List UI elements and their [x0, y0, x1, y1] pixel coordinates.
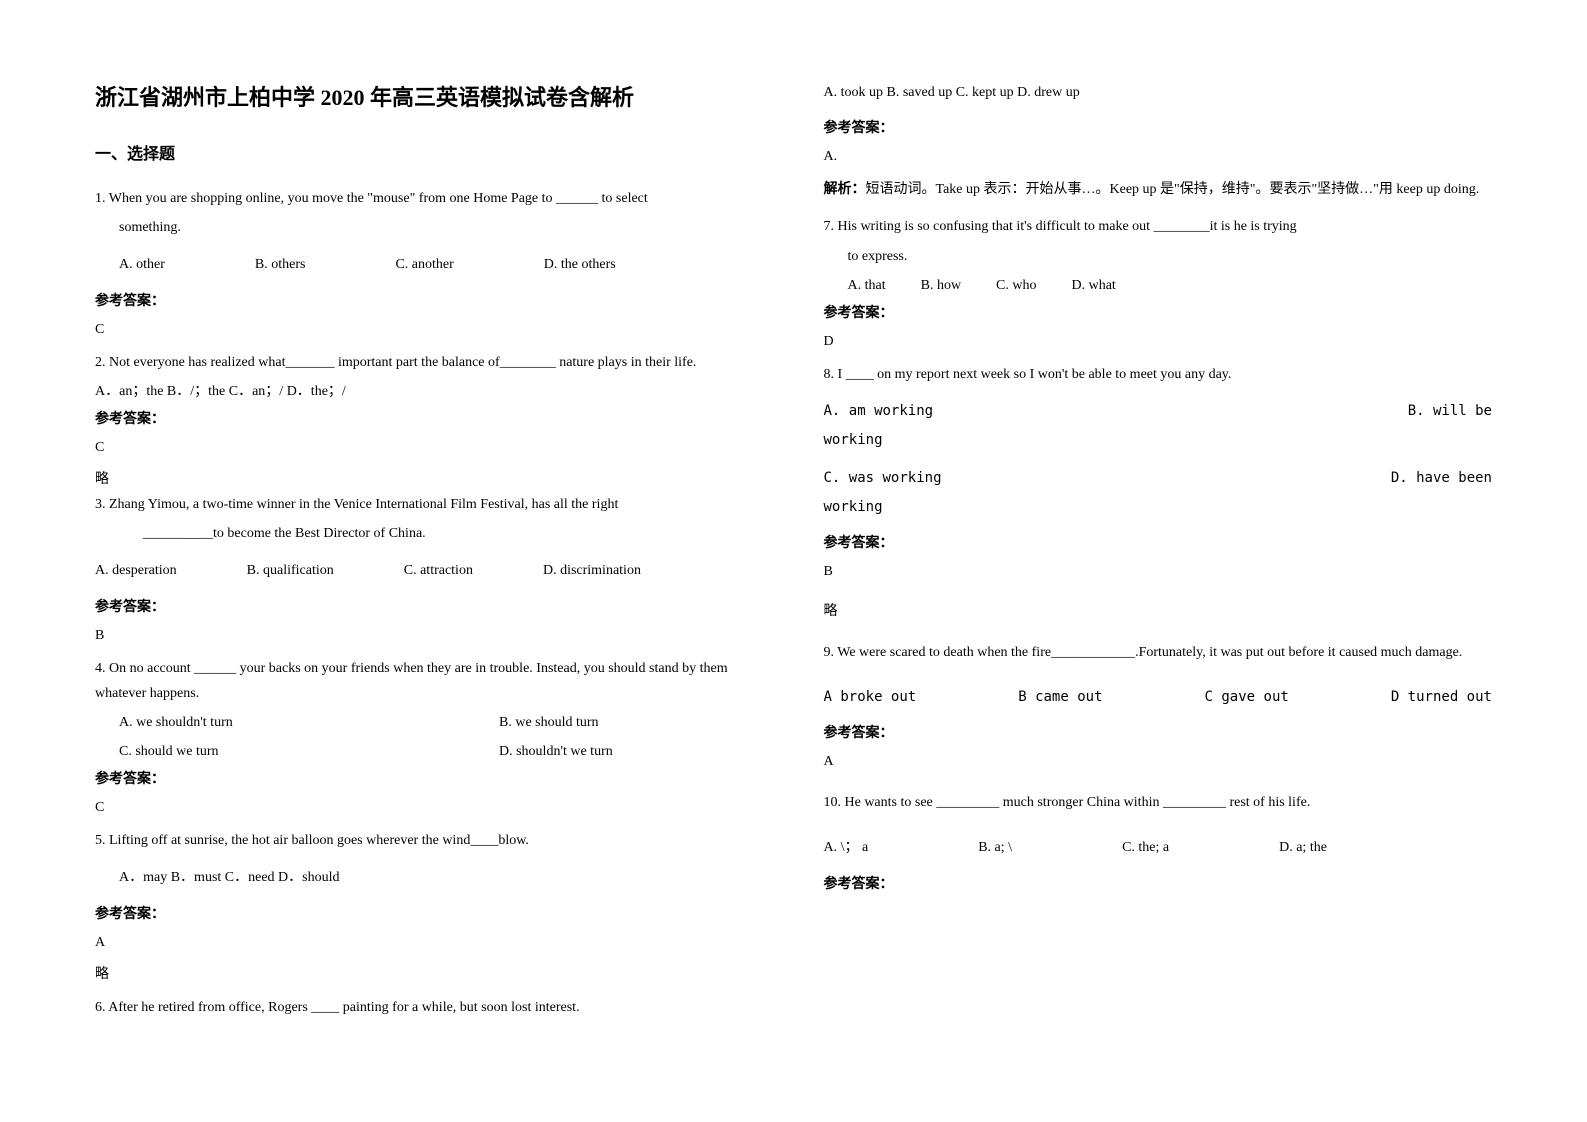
- q2-answer-label: 参考答案：: [95, 408, 764, 428]
- q4-optA: A. we shouldn't turn: [119, 710, 499, 735]
- q3-answer: B: [95, 628, 764, 644]
- q3-optA: A. desperation: [95, 558, 177, 583]
- q7-answer: D: [824, 334, 1493, 350]
- q4-optC: C. should we turn: [119, 739, 499, 764]
- q6-explanation: 解析：短语动词。Take up 表示：开始从事…。Keep up 是"保持，维持…: [824, 177, 1493, 202]
- q10-optB: B. a; \: [978, 835, 1012, 860]
- q4-text: 4. On no account ______ your backs on yo…: [95, 656, 764, 706]
- q1-optC: C. another: [395, 252, 453, 277]
- q9-answer: A: [824, 754, 1493, 770]
- q10-options: A. \； a B. a; \ C. the; a D. a; the: [824, 835, 1493, 860]
- q1-answer-label: 参考答案：: [95, 290, 764, 310]
- q1-answer: C: [95, 322, 764, 338]
- q1-optD: D. the others: [544, 252, 616, 277]
- q10-text: 10. He wants to see _________ much stron…: [824, 790, 1493, 815]
- q4-optD: D. shouldn't we turn: [499, 739, 613, 764]
- q3-text: 3. Zhang Yimou, a two-time winner in the…: [95, 492, 764, 517]
- q1-options: A. other B. others C. another D. the oth…: [95, 252, 764, 277]
- q9-options: A broke out B came out C gave out D turn…: [824, 685, 1493, 710]
- q6-options: A. took up B. saved up C. kept up D. dre…: [824, 80, 1493, 105]
- q6-answer-label: 参考答案：: [824, 117, 1493, 137]
- q2-text: 2. Not everyone has realized what_______…: [95, 350, 764, 375]
- q1-optB: B. others: [255, 252, 306, 277]
- q8-optA: A. am working: [824, 399, 934, 424]
- q9-optA: A broke out: [824, 685, 917, 710]
- right-column: A. took up B. saved up C. kept up D. dre…: [824, 80, 1493, 1024]
- q2-options: A．an；the B．/；the C．an；/ D．the；/: [95, 379, 764, 404]
- q6-expl-label: 解析：: [824, 182, 866, 197]
- q1-optA: A. other: [119, 252, 165, 277]
- q2-answer: C: [95, 440, 764, 456]
- q6-answer: A.: [824, 149, 1493, 165]
- q8-row2: C. was working D. have been: [824, 466, 1493, 491]
- q9-answer-label: 参考答案：: [824, 722, 1493, 742]
- left-column: 浙江省湖州市上柏中学 2020 年高三英语模拟试卷含解析 一、选择题 1. Wh…: [95, 80, 764, 1024]
- q5-note: 略: [95, 963, 764, 983]
- q8-optD: D. have been: [1391, 466, 1492, 491]
- q8-answer: B: [824, 564, 1493, 580]
- q4-optB: B. we should turn: [499, 710, 599, 735]
- q3-cont: __________to become the Best Director of…: [95, 521, 764, 546]
- q5-text: 5. Lifting off at sunrise, the hot air b…: [95, 828, 764, 853]
- q7-text: 7. His writing is so confusing that it's…: [824, 214, 1493, 239]
- q8-optB: B. will be: [1408, 399, 1492, 424]
- q8-answer-label: 参考答案：: [824, 532, 1493, 552]
- q9-optC: C gave out: [1205, 685, 1289, 710]
- q4-answer-label: 参考答案：: [95, 768, 764, 788]
- q8-note: 略: [824, 600, 1493, 620]
- q7-cont: to express.: [824, 244, 1493, 269]
- q4-options-row2: C. should we turn D. shouldn't we turn: [95, 739, 764, 768]
- q10-answer-label: 参考答案：: [824, 873, 1493, 893]
- q6-expl: 短语动词。Take up 表示：开始从事…。Keep up 是"保持，维持"。要…: [866, 182, 1480, 197]
- q7-options: A. that B. how C. who D. what: [824, 273, 1493, 298]
- q4-options-row1: A. we shouldn't turn B. we should turn: [95, 710, 764, 739]
- q1-cont: something.: [95, 215, 764, 240]
- q5-options: A．may B．must C．need D．should: [95, 865, 764, 890]
- q2-note: 略: [95, 468, 764, 488]
- q5-answer-label: 参考答案：: [95, 903, 764, 923]
- q8-text: 8. I ____ on my report next week so I wo…: [824, 362, 1493, 387]
- section-header: 一、选择题: [95, 140, 764, 164]
- q7-answer-label: 参考答案：: [824, 302, 1493, 322]
- q8-optD-cont: working: [824, 495, 1493, 520]
- q3-optC: C. attraction: [404, 558, 473, 583]
- q8-row1: A. am working B. will be: [824, 399, 1493, 424]
- q3-optB: B. qualification: [247, 558, 334, 583]
- q3-answer-label: 参考答案：: [95, 596, 764, 616]
- q10-optA: A. \； a: [824, 835, 869, 860]
- q8-optB-cont: working: [824, 428, 1493, 453]
- q4-answer: C: [95, 800, 764, 816]
- q3-optD: D. discrimination: [543, 558, 641, 583]
- q9-text: 9. We were scared to death when the fire…: [824, 640, 1493, 665]
- q10-optD: D. a; the: [1279, 835, 1327, 860]
- q3-options: A. desperation B. qualification C. attra…: [95, 558, 764, 583]
- q9-optD: D turned out: [1391, 685, 1492, 710]
- q9-optB: B came out: [1018, 685, 1102, 710]
- doc-title: 浙江省湖州市上柏中学 2020 年高三英语模拟试卷含解析: [95, 80, 764, 112]
- q10-optC: C. the; a: [1122, 835, 1169, 860]
- q5-answer: A: [95, 935, 764, 951]
- q6-text: 6. After he retired from office, Rogers …: [95, 995, 764, 1020]
- q8-optC: C. was working: [824, 466, 942, 491]
- q1-text: 1. When you are shopping online, you mov…: [95, 186, 764, 211]
